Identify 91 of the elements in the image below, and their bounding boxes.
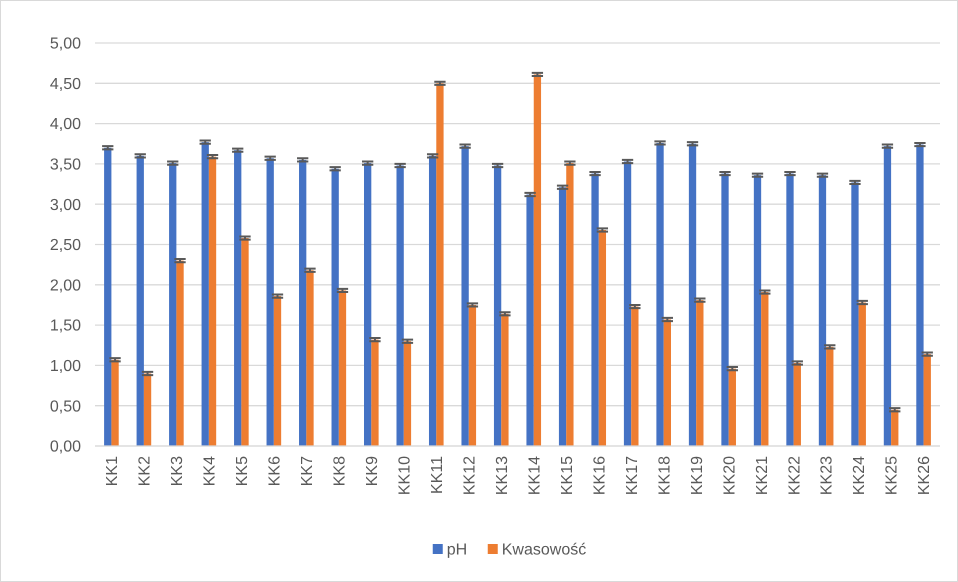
- x-tick-label: KK20: [721, 456, 738, 496]
- bar: [241, 238, 249, 446]
- bar: [891, 410, 898, 446]
- bar: [468, 304, 476, 446]
- bar: [858, 302, 866, 446]
- x-tick-label: KK15: [558, 456, 576, 496]
- x-tick-label: KK25: [884, 456, 901, 496]
- bar: [591, 174, 599, 446]
- bar: [786, 174, 794, 446]
- y-tick-label: 0,00: [50, 438, 82, 456]
- bar: [338, 290, 346, 446]
- bar: [728, 368, 736, 446]
- bar: [234, 150, 242, 446]
- y-tick-label: 1,50: [50, 318, 82, 335]
- legend-label: pH: [446, 542, 468, 559]
- y-tick-label: 1,00: [50, 358, 82, 375]
- bar: [371, 340, 379, 446]
- bar: [566, 163, 574, 446]
- x-tick-label: KK8: [331, 456, 348, 486]
- bar: [754, 175, 762, 446]
- bar: [624, 161, 632, 446]
- bar: [111, 360, 119, 446]
- bar: [851, 182, 859, 446]
- bar: [688, 144, 696, 446]
- y-tick-label: 4,50: [50, 76, 82, 93]
- bar: [461, 146, 469, 446]
- x-tick-label: KK11: [428, 456, 446, 494]
- x-tick-label: KK18: [656, 456, 674, 496]
- bar: [924, 354, 931, 446]
- x-tick-label: KK26: [916, 456, 934, 496]
- x-tick-label: KK6: [266, 456, 284, 486]
- bar: [208, 156, 216, 446]
- bar: [306, 270, 314, 446]
- bar: [818, 175, 826, 446]
- bar: [826, 346, 834, 446]
- x-tick-label: KK21: [754, 456, 771, 496]
- x-tick-label: KK14: [526, 456, 544, 496]
- x-tick-label: KK13: [494, 456, 511, 496]
- legend-label: Kwasowość: [502, 542, 586, 559]
- x-tick-label: KK24: [851, 456, 868, 496]
- bar: [274, 296, 282, 446]
- bar: [526, 194, 534, 446]
- y-tick-label: 2,50: [50, 237, 82, 254]
- bar: [428, 156, 436, 446]
- x-tick-label: KK23: [818, 456, 836, 496]
- bar: [884, 146, 892, 446]
- y-tick-label: 0,50: [50, 398, 82, 416]
- bar: [631, 306, 639, 446]
- bar: [136, 156, 144, 446]
- x-tick-label: KK22: [786, 456, 804, 496]
- bar: [656, 142, 664, 446]
- bar: [176, 260, 184, 446]
- bar: [202, 142, 209, 446]
- bar: [761, 292, 768, 446]
- bar: [501, 314, 509, 446]
- bar: [696, 300, 704, 446]
- x-tick-label: KK19: [688, 456, 706, 496]
- x-tick-label: KK7: [298, 456, 316, 486]
- bar: [396, 166, 404, 446]
- x-tick-label: KK5: [234, 456, 251, 486]
- x-tick-label: KK1: [104, 456, 122, 486]
- bar: [494, 166, 502, 446]
- x-tick-label: KK2: [136, 456, 154, 486]
- x-tick-label: KK16: [591, 456, 608, 496]
- bar: [436, 83, 444, 446]
- y-tick-label: 2,00: [50, 277, 82, 294]
- x-tick-label: KK12: [461, 456, 478, 496]
- bar: [598, 230, 606, 446]
- bar: [404, 341, 412, 446]
- y-tick-label: 5,00: [50, 36, 82, 53]
- bar: [664, 319, 672, 446]
- bar: [721, 174, 729, 446]
- bar: [332, 168, 339, 446]
- bar: [558, 187, 566, 446]
- x-tick-label: KK9: [364, 456, 381, 486]
- bar: [169, 163, 176, 446]
- x-tick-label: KK10: [396, 456, 414, 496]
- bar: [916, 144, 924, 446]
- x-tick-label: KK17: [624, 456, 641, 496]
- y-tick-label: 3,00: [50, 196, 82, 214]
- bar: [364, 163, 372, 446]
- bar: [104, 148, 112, 446]
- y-tick-label: 4,00: [50, 116, 82, 134]
- bar: [144, 373, 152, 446]
- bar: [266, 158, 274, 446]
- x-tick-label: KK3: [168, 456, 186, 486]
- bar: [299, 160, 306, 446]
- bar: [534, 74, 542, 446]
- bar: [794, 362, 801, 446]
- x-tick-label: KK4: [201, 456, 218, 486]
- y-tick-label: 3,50: [50, 156, 82, 174]
